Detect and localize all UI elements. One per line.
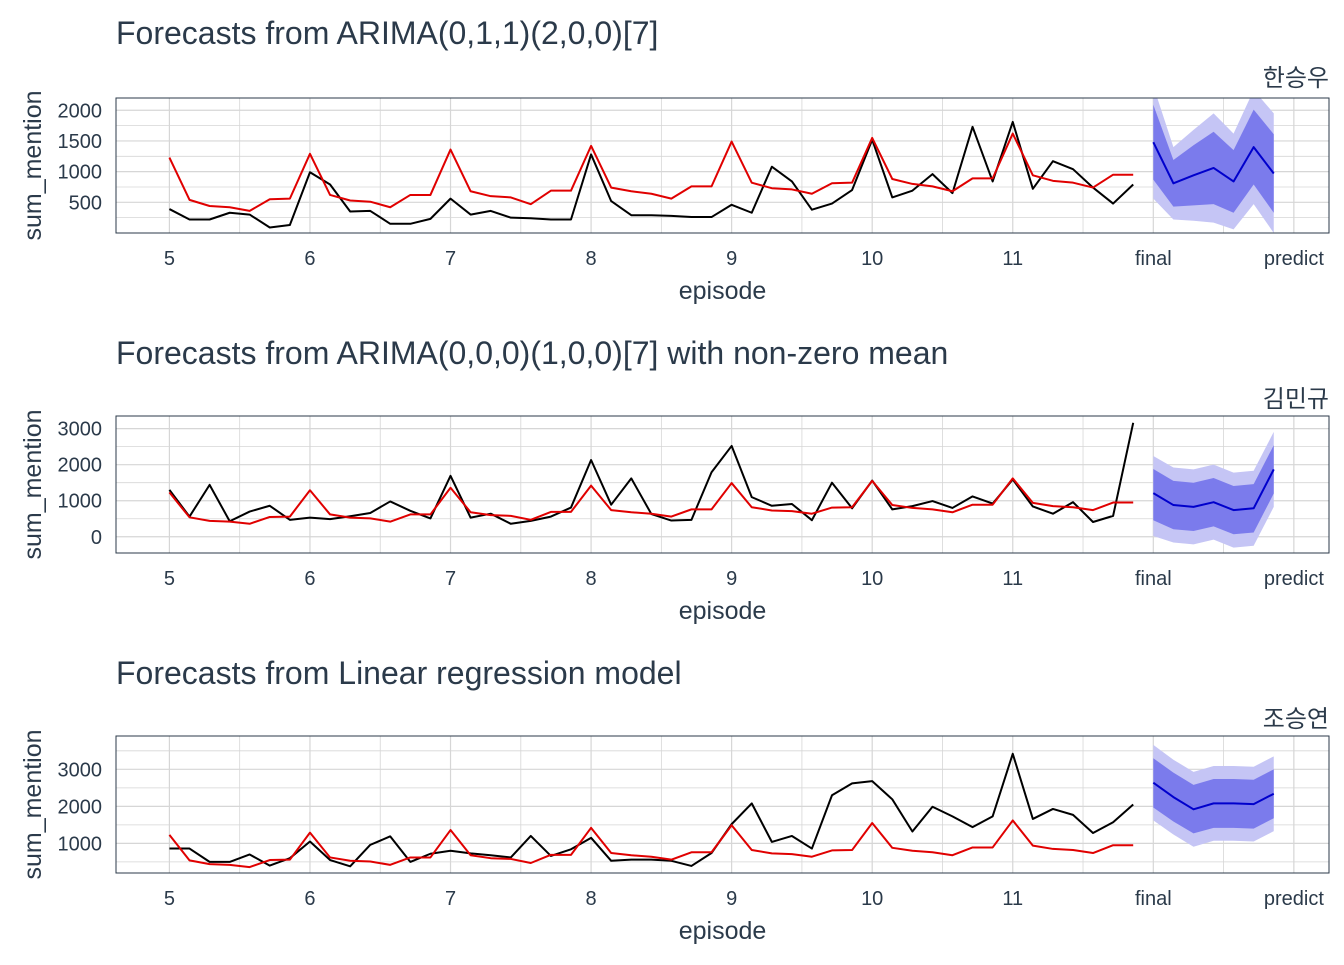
chart-title: Forecasts from ARIMA(0,0,0)(1,0,0)[7] wi…: [116, 335, 948, 371]
x-axis-title: episode: [679, 917, 767, 945]
y-tick-label: 2000: [58, 100, 103, 122]
x-tick-label: 8: [586, 888, 597, 910]
forecast-band-80: [1153, 104, 1274, 213]
x-tick-label: 5: [164, 248, 175, 270]
plot-area: [168, 744, 1275, 869]
x-axis-title: episode: [679, 277, 767, 305]
y-tick-label: 1500: [58, 131, 103, 153]
x-tick-label: 11: [1002, 568, 1023, 590]
forecast-band-80: [1153, 758, 1274, 834]
y-tick-label: 1000: [58, 162, 103, 184]
plot-area: [168, 422, 1275, 548]
x-tick-label: 11: [1002, 888, 1023, 910]
x-tick-label: 8: [586, 248, 597, 270]
x-tick-label: 9: [726, 248, 737, 270]
y-tick-labels: 0 1000 2000 3000: [58, 419, 103, 549]
y-axis-title: sum_mention: [19, 90, 47, 240]
y-axis-title: sum_mention: [19, 729, 47, 879]
x-tick-label: 8: [586, 568, 597, 590]
y-tick-label: 1000: [58, 491, 103, 513]
y-tick-label: 500: [69, 192, 102, 214]
chart-panel-1: Forecasts from ARIMA(0,1,1)(2,0,0)[7] 한승우…: [19, 15, 1330, 305]
x-tick-label: 7: [445, 248, 456, 270]
fitted-series-line: [168, 477, 1134, 525]
x-tick-label: 9: [726, 888, 737, 910]
actual-series-line: [168, 120, 1134, 229]
x-tick-label: predict: [1264, 248, 1324, 270]
fitted-series-line: [168, 819, 1134, 869]
gridlines: [116, 416, 1329, 553]
x-tick-label: 6: [304, 248, 315, 270]
forecast-series-line: [1152, 781, 1275, 811]
x-tick-label: 9: [726, 568, 737, 590]
x-tick-label: predict: [1264, 568, 1324, 590]
gridlines: [116, 736, 1329, 873]
y-tick-label: 0: [91, 527, 102, 549]
y-tick-label: 1000: [58, 833, 103, 855]
x-tick-label: 10: [861, 568, 883, 590]
chart-title: Forecasts from Linear regression model: [116, 655, 682, 691]
forecast-band-80: [1153, 445, 1274, 535]
y-tick-label: 3000: [58, 759, 103, 781]
gridlines: [116, 98, 1329, 234]
y-axis-title: sum_mention: [19, 409, 47, 559]
plot-area: [168, 98, 1275, 233]
x-tick-label: final: [1135, 568, 1172, 590]
x-tick-label: predict: [1264, 888, 1324, 910]
y-tick-label: 2000: [58, 796, 103, 818]
fitted-series-line: [168, 132, 1134, 212]
chart-title: Forecasts from ARIMA(0,1,1)(2,0,0)[7]: [116, 15, 658, 51]
x-tick-label: 11: [1002, 248, 1023, 270]
x-tick-label: 10: [861, 888, 883, 910]
panel-border: [115, 415, 1330, 554]
x-tick-label: 5: [164, 888, 175, 910]
y-tick-labels: 500 1000 1500 2000: [58, 100, 103, 214]
panel-border: [115, 97, 1330, 234]
chart-panel-2: Forecasts from ARIMA(0,0,0)(1,0,0)[7] wi…: [19, 335, 1330, 625]
x-tick-label: final: [1135, 888, 1172, 910]
facet-label: 조승연: [1263, 706, 1329, 733]
x-tick-labels: 5 6 7 8 9 10 11 final predict: [164, 248, 1324, 270]
facet-label: 김민규: [1263, 386, 1329, 413]
x-tick-labels: 5 6 7 8 9 10 11 final predict: [164, 888, 1324, 910]
x-tick-label: 5: [164, 568, 175, 590]
forecast-series-line: [1152, 141, 1275, 185]
y-tick-label: 3000: [58, 419, 103, 441]
y-tick-labels: 1000 2000 3000: [58, 759, 103, 855]
x-tick-label: 7: [445, 888, 456, 910]
x-tick-label: 6: [304, 888, 315, 910]
forecast-series-line: [1152, 468, 1275, 512]
x-tick-label: 10: [861, 248, 883, 270]
x-tick-labels: 5 6 7 8 9 10 11 final predict: [164, 568, 1324, 590]
chart-panel-3: Forecasts from Linear regression model 조승…: [19, 655, 1330, 945]
x-tick-label: 6: [304, 568, 315, 590]
actual-series-line: [169, 752, 1134, 868]
facet-label: 한승우: [1263, 65, 1329, 92]
panel-border: [115, 735, 1330, 874]
x-tick-label: final: [1135, 248, 1172, 270]
y-tick-label: 2000: [58, 455, 103, 477]
actual-series-line: [168, 422, 1135, 525]
x-axis-title: episode: [679, 597, 767, 625]
x-tick-label: 7: [445, 568, 456, 590]
